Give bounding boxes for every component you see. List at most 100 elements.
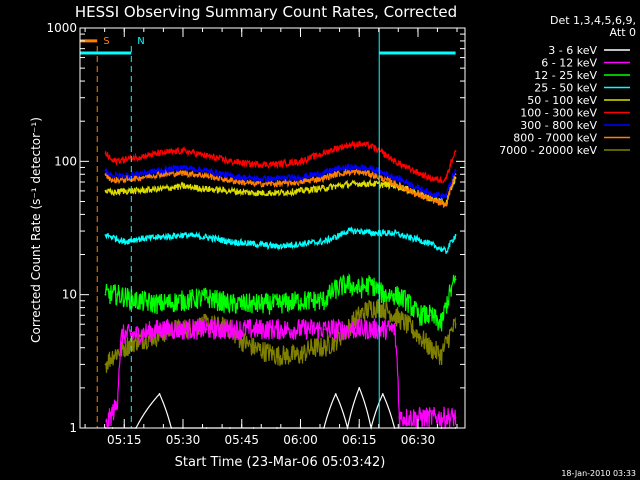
x-tick-label: 06:00: [283, 433, 318, 447]
data-point: [104, 234, 107, 236]
y-axis-label: Corrected Count Rate (s⁻¹ detector⁻¹): [29, 117, 43, 343]
data-point: [111, 160, 114, 163]
data-point: [252, 243, 255, 245]
annotation-label: N: [137, 36, 144, 47]
data-point: [123, 346, 126, 349]
data-point: [358, 171, 361, 174]
data-point: [252, 177, 255, 180]
data-point: [393, 232, 396, 234]
data-point: [440, 323, 443, 326]
data-point: [182, 149, 184, 152]
data-point: [370, 173, 372, 176]
data-point: [182, 171, 184, 174]
data-point: [323, 152, 325, 155]
data-point: [405, 323, 408, 326]
data-point: [299, 176, 302, 179]
series-12-25-kev: [104, 272, 457, 332]
legend-header: Det 1,3,4,5,6,9,: [550, 14, 636, 27]
data-point: [276, 191, 278, 194]
data-point: [381, 183, 384, 186]
data-point: [440, 354, 443, 357]
series-300-800-kev: [104, 162, 457, 200]
data-point: [417, 333, 419, 336]
data-point: [123, 174, 126, 177]
data-point: [135, 173, 137, 176]
data-point: [440, 195, 443, 197]
data-point: [440, 248, 443, 250]
data-point: [454, 278, 457, 281]
data-point: [123, 158, 126, 161]
series-line: [104, 140, 457, 184]
data-point: [135, 238, 137, 241]
data-point: [182, 299, 184, 302]
data-point: [135, 190, 137, 192]
chart-title: HESSI Observing Summary Count Rates, Cor…: [75, 3, 457, 21]
data-point: [205, 169, 208, 172]
legend-label: 50 - 100 keV: [527, 94, 597, 107]
data-point: [440, 416, 443, 419]
data-point: [440, 202, 443, 205]
data-point: [111, 354, 114, 357]
data-point: [346, 283, 349, 286]
data-point: [370, 328, 372, 331]
data-point: [182, 234, 184, 236]
data-point: [158, 152, 161, 155]
data-point: [111, 174, 114, 177]
data-point: [111, 191, 114, 194]
data-point: [358, 288, 361, 291]
data-point: [428, 346, 431, 349]
data-point: [405, 181, 408, 183]
data-point: [116, 403, 119, 406]
data-point: [370, 145, 372, 148]
data-point: [370, 283, 372, 286]
data-point: [334, 340, 337, 342]
data-point: [370, 232, 372, 234]
x-tick-label: 05:15: [107, 433, 142, 447]
data-point: [240, 340, 243, 342]
data-point: [111, 236, 114, 239]
data-point: [205, 296, 208, 299]
data-point: [445, 204, 448, 206]
data-point: [135, 156, 137, 159]
data-point: [158, 236, 161, 239]
data-point: [393, 176, 396, 179]
data-point: [158, 303, 161, 305]
data-point: [252, 182, 255, 185]
x-tick-label: 06:15: [342, 433, 377, 447]
data-point: [334, 393, 337, 395]
x-tick-label: 05:30: [166, 433, 201, 447]
data-point: [299, 299, 302, 302]
data-point: [417, 238, 419, 241]
data-point: [229, 328, 231, 331]
y-tick-label: 10: [62, 288, 77, 302]
data-point: [252, 303, 255, 305]
data-point: [205, 236, 208, 239]
legend-label: 6 - 12 keV: [541, 57, 597, 70]
legend-label: 7000 - 20000 keV: [499, 144, 597, 157]
data-point: [405, 166, 408, 169]
data-point: [182, 185, 184, 188]
series-800-7000-kev: [104, 168, 457, 208]
data-point: [454, 177, 457, 179]
data-point: [182, 328, 184, 331]
data-point: [158, 328, 161, 331]
data-point: [417, 314, 419, 317]
data-point: [445, 250, 448, 253]
legend-label: 12 - 25 keV: [534, 69, 597, 82]
data-point: [405, 299, 408, 302]
data-point: [393, 293, 396, 296]
data-point: [123, 178, 126, 181]
data-point: [398, 416, 401, 419]
data-point: [334, 173, 337, 176]
data-point: [252, 163, 255, 166]
x-tick-label: 05:45: [224, 433, 259, 447]
data-point: [346, 230, 349, 232]
data-point: [205, 174, 208, 177]
data-point: [381, 328, 384, 331]
data-point: [299, 190, 302, 192]
data-point: [135, 333, 137, 336]
data-point: [381, 152, 384, 155]
data-point: [323, 328, 325, 331]
data-point: [111, 179, 114, 182]
data-point: [276, 182, 278, 185]
